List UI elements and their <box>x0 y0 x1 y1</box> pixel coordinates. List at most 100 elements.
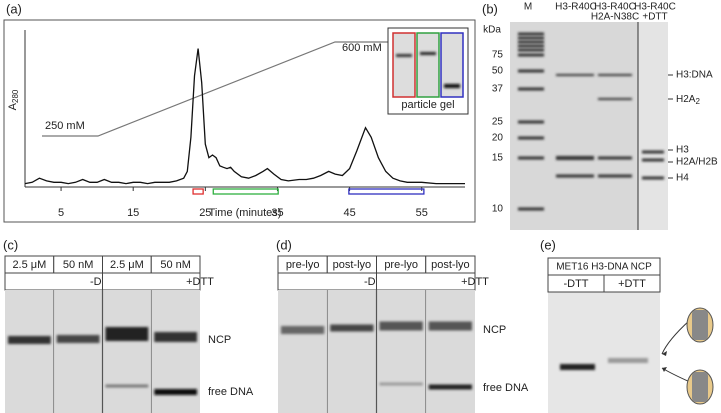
gel <box>638 22 668 230</box>
arrow <box>661 319 691 355</box>
lane-label: +DTT <box>642 12 667 23</box>
ladder-band <box>518 44 544 48</box>
ladder-band <box>518 40 544 44</box>
treatment: -DTT <box>563 278 588 290</box>
gel-band <box>428 321 472 331</box>
marker-label: 50 <box>492 66 504 77</box>
lane-label: M <box>524 2 532 13</box>
marker-label: 75 <box>492 50 504 61</box>
ladder-band <box>518 87 544 91</box>
condition: 2.5 μM <box>12 259 46 271</box>
gel-band <box>642 176 664 180</box>
marker-label: 37 <box>492 84 504 95</box>
x-tick-label: 35 <box>271 207 283 219</box>
inset-lane <box>440 32 464 98</box>
band-label-sub: 2 <box>695 97 700 106</box>
gradient-line <box>42 41 395 137</box>
gel-band <box>154 332 197 342</box>
lane-label: H3-R40C <box>594 2 636 13</box>
gel-band <box>556 174 594 178</box>
gel-band <box>8 336 51 344</box>
ladder-band <box>518 32 544 36</box>
band-label: H4 <box>676 173 689 184</box>
gel-band <box>330 324 374 332</box>
gel-band <box>598 98 632 100</box>
band-label: H2A2 <box>676 94 700 106</box>
gel-band <box>598 156 632 160</box>
gradient-label: 600 mM <box>342 42 382 54</box>
marker-label: 15 <box>492 153 504 164</box>
inset-label: particle gel <box>401 99 454 111</box>
arrow-head <box>662 351 667 356</box>
gel <box>548 292 660 413</box>
unit-label: kDa <box>483 25 501 36</box>
gel-band <box>379 321 423 331</box>
nucleosome-icons <box>548 292 714 413</box>
panel-label: (a) <box>6 1 22 16</box>
inset-band <box>396 54 412 57</box>
panel-label: (d) <box>276 237 292 252</box>
gel-band <box>608 358 648 363</box>
gel-band <box>556 74 594 76</box>
x-tick-label: 45 <box>343 207 355 219</box>
band-label: H2A/H2B <box>676 157 718 168</box>
condition: 50 nM <box>160 259 191 271</box>
marker-label: 10 <box>492 204 504 215</box>
gel-band <box>598 74 632 76</box>
ladder-band <box>518 69 544 73</box>
ladder-band <box>518 48 544 52</box>
condition: post-lyo <box>431 259 470 271</box>
histone-core <box>692 310 708 340</box>
inset-lane <box>392 32 416 98</box>
treatment: +DTT <box>186 276 214 288</box>
lane-label: H2A-N38C <box>591 12 639 23</box>
marker-label: 25 <box>492 117 504 128</box>
gel-band <box>105 384 149 388</box>
inset-lane <box>416 32 440 98</box>
gel-band <box>379 382 423 386</box>
band-label: H3 <box>676 145 689 156</box>
header-cell <box>603 274 661 293</box>
band-label: free DNA <box>208 386 254 398</box>
panel-label: (e) <box>540 237 556 252</box>
gel-band <box>105 327 149 341</box>
band-label-main: H2A <box>676 94 696 105</box>
lane-label: H3-R40C <box>634 2 676 13</box>
gel-band <box>281 326 325 334</box>
header-cell <box>277 272 377 291</box>
condition: 50 nM <box>63 259 94 271</box>
gel-band <box>642 150 664 154</box>
gradient-label: 250 mM <box>45 120 85 132</box>
fraction-box <box>212 188 279 195</box>
ladder-band <box>518 136 544 140</box>
x-tick-label: 5 <box>58 207 64 219</box>
gel-title: MET16 H3-DNA NCP <box>556 262 652 273</box>
band-label: H3:DNA <box>676 70 713 81</box>
panel-label: (b) <box>482 1 498 16</box>
band-label: NCP <box>208 334 231 346</box>
ladder-band <box>518 120 544 124</box>
gel-band <box>428 384 472 390</box>
x-tick-label: 15 <box>127 207 139 219</box>
fraction-box <box>192 188 204 195</box>
lane-label: H3-R40C <box>555 2 597 13</box>
condition: 2.5 μM <box>110 259 144 271</box>
marker-label: 20 <box>492 133 504 144</box>
ladder-band <box>518 156 544 160</box>
band-label: free DNA <box>483 382 529 394</box>
ladder-band <box>518 207 544 211</box>
gel-band <box>154 389 197 395</box>
ladder-band <box>518 36 544 40</box>
fraction-box <box>348 188 425 195</box>
gel-band <box>56 335 100 343</box>
treatment: +DTT <box>618 278 646 290</box>
gel-band <box>560 364 595 370</box>
condition: post-lyo <box>333 259 372 271</box>
x-axis-label: Time (minutes) <box>209 207 282 219</box>
inset-band <box>444 84 460 88</box>
trace <box>24 48 465 185</box>
header-cell <box>4 272 103 291</box>
x-tick-label: 55 <box>416 207 428 219</box>
treatment: +DTT <box>461 276 489 288</box>
